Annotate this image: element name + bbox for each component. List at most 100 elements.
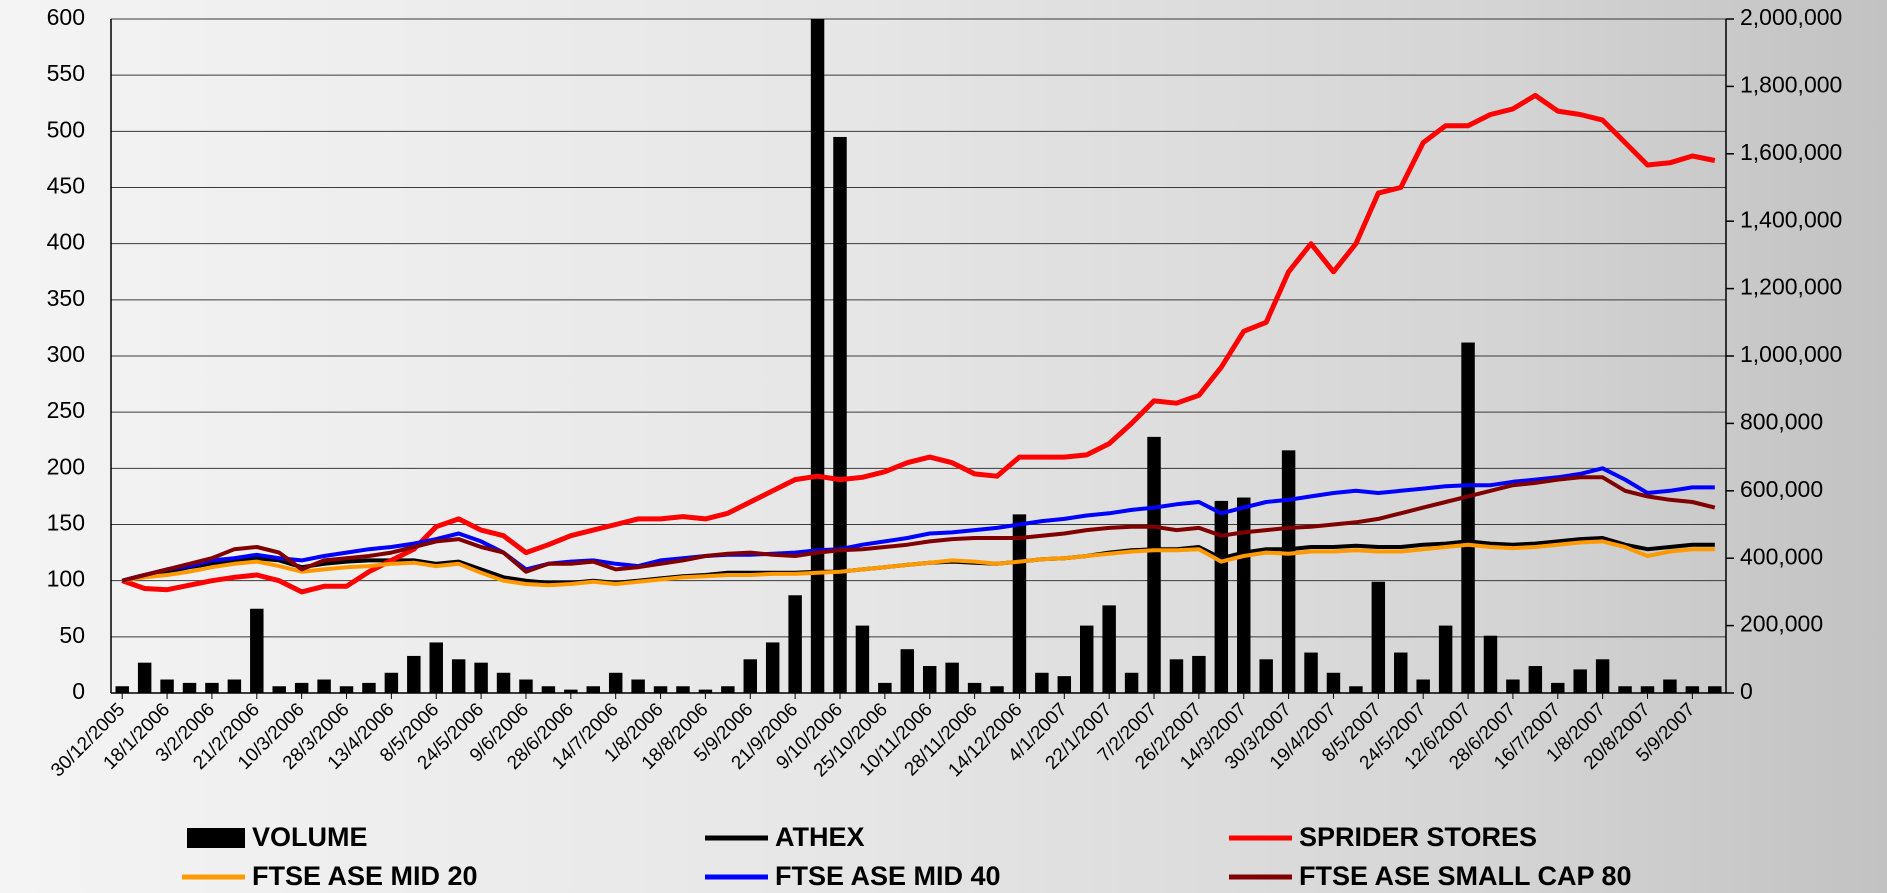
volume-bar	[1214, 500, 1229, 693]
volume-bar	[810, 19, 825, 693]
volume-bar	[721, 686, 735, 693]
volume-bar	[1326, 672, 1341, 693]
volume-bar	[1169, 659, 1184, 693]
legend-label: FTSE ASE MID 40	[775, 861, 1001, 891]
volume-bar	[182, 682, 197, 693]
volume-bar	[586, 686, 600, 693]
volume-bar	[1685, 686, 1700, 693]
volume-bar	[541, 686, 556, 693]
volume-bar	[294, 682, 309, 693]
legend-label: VOLUME	[252, 822, 368, 852]
volume-bar	[1618, 686, 1632, 693]
volume-bar	[1506, 679, 1520, 693]
volume-bar	[1035, 672, 1049, 693]
volume-bar	[407, 655, 421, 693]
volume-bar	[1371, 581, 1386, 693]
volume-bar	[205, 682, 219, 693]
volume-bar	[676, 686, 690, 693]
volume-bar	[1663, 679, 1677, 693]
volume-bar	[1640, 686, 1655, 693]
y2-tick-label: 1,600,000	[1740, 139, 1842, 165]
y-tick-label: 500	[47, 116, 85, 142]
series-line	[121, 466, 1715, 583]
volume-bar	[788, 595, 802, 693]
y-tick-label: 50	[59, 622, 85, 648]
volume-bar	[451, 659, 466, 693]
legend-label: FTSE ASE MID 20	[252, 861, 478, 891]
y2-tick-label: 800,000	[1740, 408, 1823, 434]
volume-bar	[878, 682, 892, 693]
y2-tick-label: 1,000,000	[1740, 341, 1842, 367]
volume-bar	[1281, 450, 1296, 693]
volume-bar	[1237, 497, 1251, 693]
y-tick-label: 550	[47, 60, 85, 86]
volume-bar	[1708, 686, 1722, 693]
y-tick-label: 100	[47, 566, 85, 592]
volume-bar	[1551, 682, 1565, 693]
volume-bar	[317, 679, 331, 693]
volume-bar	[855, 625, 870, 693]
volume-bar	[339, 686, 354, 693]
volume-bar	[1438, 625, 1453, 693]
y-tick-label: 250	[47, 397, 85, 423]
legend-label: FTSE ASE SMALL CAP 80	[1299, 861, 1632, 891]
volume-bar	[115, 686, 129, 693]
volume-bar	[429, 642, 443, 693]
volume-bar	[1192, 655, 1206, 693]
volume-bar	[922, 666, 937, 693]
volume-bar	[945, 662, 959, 693]
volume-bar	[765, 642, 780, 693]
y-tick-label: 200	[47, 453, 85, 479]
volume-bar	[1304, 652, 1318, 693]
volume-bar	[698, 689, 713, 693]
volume-bar	[1483, 635, 1498, 693]
volume-bar	[1595, 659, 1610, 693]
volume-bar	[631, 679, 645, 693]
y-tick-label: 350	[47, 285, 85, 311]
volume-bar	[608, 672, 623, 693]
volume-bar	[1057, 676, 1072, 693]
volume-bar	[900, 649, 915, 693]
volume-bar	[519, 679, 533, 693]
volume-bar	[362, 682, 376, 693]
y-tick-label: 150	[47, 510, 85, 536]
volume-bar	[496, 672, 511, 693]
volume-bar	[967, 682, 982, 693]
y2-tick-label: 1,200,000	[1740, 274, 1842, 300]
y2-tick-label: 1,800,000	[1740, 71, 1842, 97]
volume-bar	[1528, 666, 1543, 693]
y2-tick-label: 600,000	[1740, 476, 1823, 502]
volume-bar	[1461, 342, 1475, 693]
volume-bar	[1259, 659, 1273, 693]
y-tick-label: 450	[47, 173, 85, 199]
volume-bar	[1102, 605, 1116, 693]
y2-tick-label: 2,000,000	[1740, 4, 1842, 30]
volume-bar	[990, 686, 1004, 693]
legend-label: SPRIDER STORES	[1299, 822, 1537, 852]
volume-bar	[250, 608, 264, 693]
volume-bar	[1012, 514, 1027, 693]
volume-bar	[564, 689, 578, 693]
volume-bar	[160, 679, 174, 693]
volume-bar	[1349, 686, 1363, 693]
legend-label: ATHEX	[775, 822, 865, 852]
series-line	[121, 92, 1716, 595]
y2-tick-label: 0	[1740, 678, 1753, 704]
y2-tick-label: 200,000	[1740, 611, 1823, 637]
series-line	[121, 539, 1715, 588]
y-tick-label: 300	[47, 341, 85, 367]
y-tick-label: 400	[47, 229, 85, 255]
volume-bar	[1124, 672, 1139, 693]
y-tick-label: 0	[72, 678, 85, 704]
volume-bar	[1573, 669, 1587, 693]
volume-bar	[1147, 436, 1161, 693]
series-line	[121, 475, 1716, 583]
volume-bar	[653, 686, 668, 693]
legend-marker	[187, 828, 245, 848]
volume-bar	[227, 679, 242, 693]
y2-tick-label: 1,400,000	[1740, 206, 1842, 232]
volume-bar	[743, 659, 757, 693]
y-tick-label: 600	[47, 4, 85, 30]
volume-bar	[137, 662, 152, 693]
